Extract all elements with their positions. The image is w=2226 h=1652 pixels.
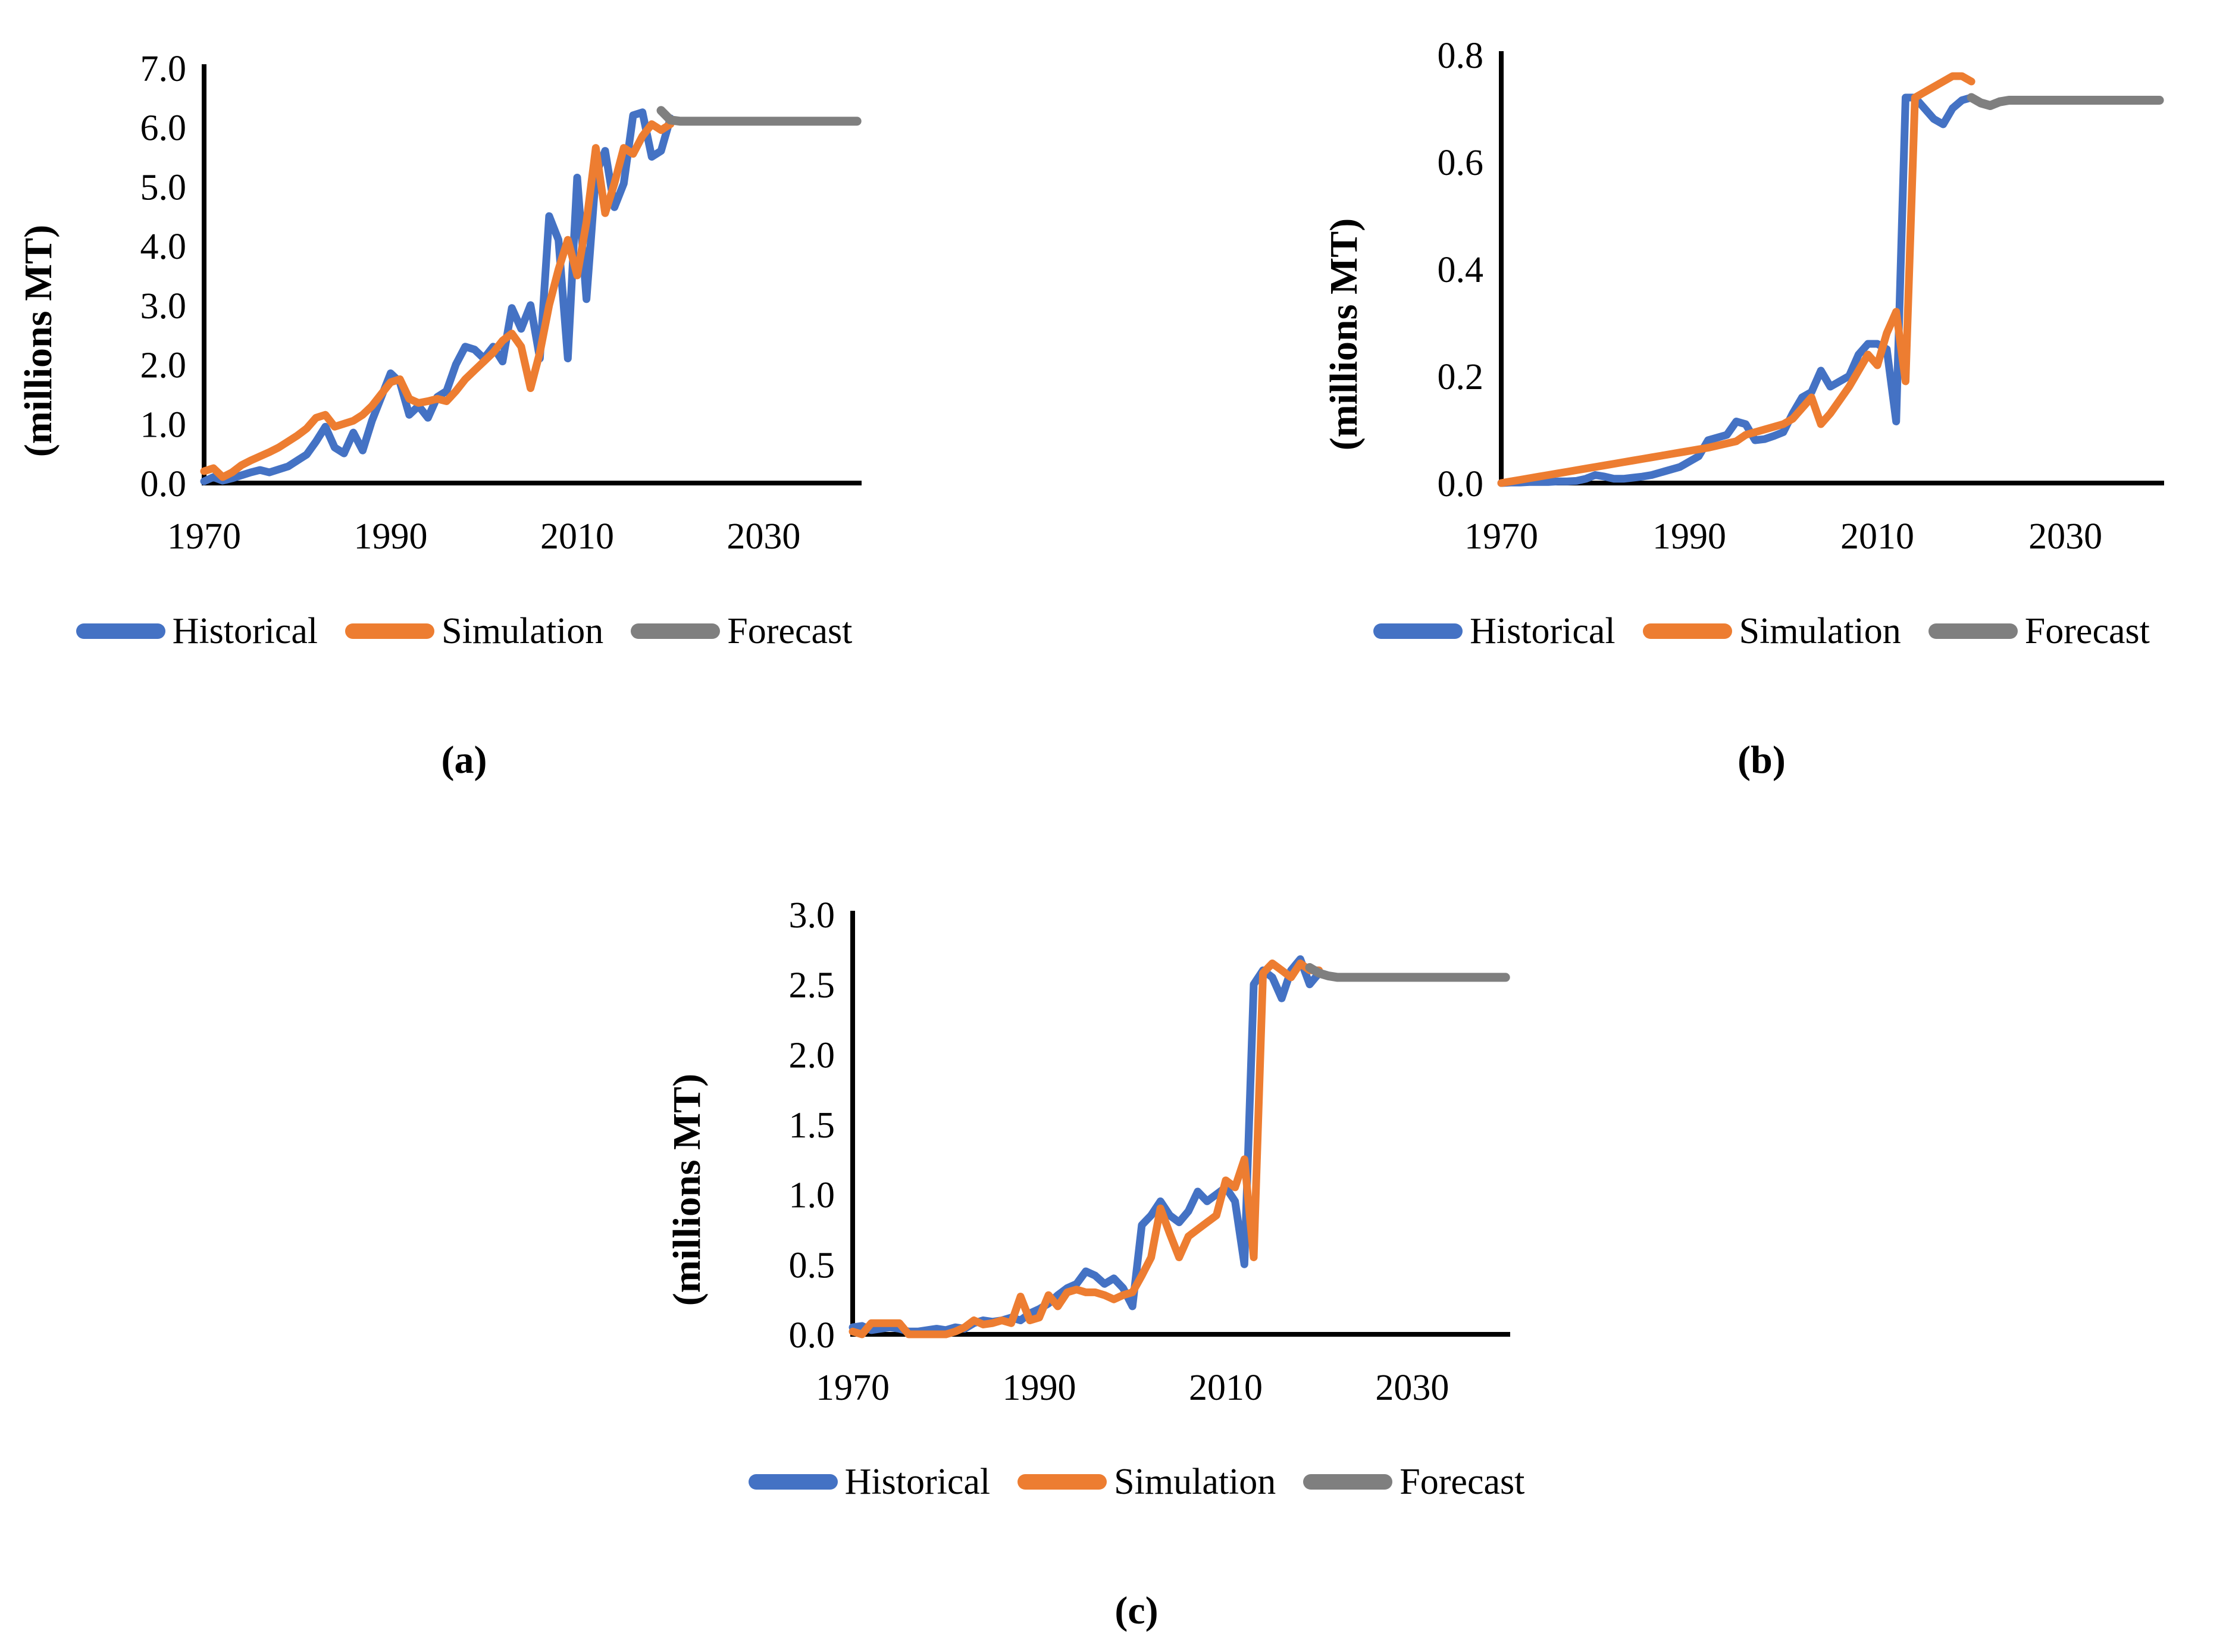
caption-b: (b)	[1737, 738, 1786, 782]
forecast-line-swatch	[631, 623, 721, 640]
legend-item-simulation: Simulation	[345, 611, 603, 651]
svg-text:0.0: 0.0	[789, 1315, 835, 1356]
svg-text:0.2: 0.2	[1438, 357, 1484, 397]
legend-item-forecast: Forecast	[1928, 611, 2150, 651]
legend-item-historical: Historical	[76, 611, 318, 651]
svg-text:0.4: 0.4	[1438, 250, 1484, 290]
legend-label-forecast: Forecast	[2024, 611, 2150, 651]
legend-item-historical: Historical	[1373, 611, 1616, 651]
forecast-line-swatch	[1928, 623, 2018, 640]
svg-text:0.6: 0.6	[1438, 143, 1484, 183]
svg-text:(millions MT): (millions MT)	[1322, 218, 1366, 451]
svg-text:2030: 2030	[2028, 516, 2102, 557]
svg-text:4.0: 4.0	[140, 227, 187, 267]
svg-text:2010: 2010	[1840, 516, 1914, 557]
svg-text:7.0: 7.0	[140, 49, 187, 89]
svg-text:5.0: 5.0	[140, 167, 187, 208]
svg-text:0.8: 0.8	[1438, 36, 1484, 76]
svg-text:(millions MT): (millions MT)	[17, 225, 60, 457]
svg-text:2.0: 2.0	[789, 1035, 835, 1076]
svg-text:2010: 2010	[1189, 1368, 1263, 1408]
chart-panel-b: 0.0 0.2 0.4 0.6 0.8 1970 1990 2010 2030 (millions…	[1297, 6, 2226, 783]
simulation-line-swatch	[1642, 623, 1732, 640]
plot-area-b: 0.0 0.2 0.4 0.6 0.8 1970 1990 2010 2030 (millions…	[1322, 36, 2164, 557]
historical-line-swatch	[76, 623, 165, 640]
svg-text:2.0: 2.0	[140, 346, 187, 386]
historical-line-swatch	[1373, 623, 1463, 640]
legend-label-forecast: Forecast	[727, 611, 853, 651]
svg-text:2010: 2010	[540, 516, 614, 557]
svg-text:1.5: 1.5	[789, 1105, 835, 1146]
svg-text:1970: 1970	[167, 516, 241, 557]
svg-text:3.0: 3.0	[140, 286, 187, 327]
legend-item-forecast: Forecast	[1303, 1462, 1524, 1502]
caption-c: (c)	[1114, 1589, 1159, 1633]
legend-item-forecast: Forecast	[631, 611, 852, 651]
svg-text:1990: 1990	[353, 516, 427, 557]
svg-text:0.0: 0.0	[1438, 464, 1484, 504]
legend-item-simulation: Simulation	[1017, 1462, 1276, 1502]
svg-text:1.0: 1.0	[140, 405, 187, 445]
svg-text:1.0: 1.0	[789, 1175, 835, 1216]
chart-panel-c: 0.0 0.5 1.0 1.5 2.0 2.5 3.0 1970 1990 2010 2030 (mi…	[643, 851, 1630, 1634]
legend-label-forecast: Forecast	[1400, 1462, 1525, 1502]
legend-label-simulation: Simulation	[1739, 611, 1901, 651]
svg-text:0.5: 0.5	[789, 1245, 835, 1286]
svg-text:1990: 1990	[1652, 516, 1726, 557]
legend-label-historical: Historical	[1470, 611, 1616, 651]
svg-text:2.5: 2.5	[789, 966, 835, 1006]
legend-b: Historical Simulation Forecast	[1373, 611, 2150, 651]
legend-item-simulation: Simulation	[1642, 611, 1901, 651]
plot-area-c: 0.0 0.5 1.0 1.5 2.0 2.5 3.0 1970 1990 2010 2030 (mi…	[665, 895, 1510, 1408]
svg-text:2030: 2030	[727, 516, 800, 557]
simulation-line-swatch	[1017, 1474, 1107, 1490]
svg-text:6.0: 6.0	[140, 108, 187, 149]
legend-label-historical: Historical	[172, 611, 318, 651]
legend-a: Historical Simulation Forecast	[76, 611, 852, 651]
simulation-line-swatch	[345, 623, 435, 640]
svg-text:(millions MT): (millions MT)	[665, 1074, 709, 1306]
legend-c: Historical Simulation Forecast	[748, 1462, 1524, 1502]
legend-item-historical: Historical	[748, 1462, 991, 1502]
legend-label-simulation: Simulation	[1114, 1462, 1276, 1502]
svg-text:0.0: 0.0	[140, 464, 187, 504]
legend-label-historical: Historical	[844, 1462, 991, 1502]
chart-panel-a: 0.0 1.0 2.0 3.0 4.0 5.0 6.0 7.0 1970 1990 2010 2030…	[0, 6, 928, 783]
caption-a: (a)	[441, 738, 487, 782]
legend-label-simulation: Simulation	[442, 611, 604, 651]
historical-line-swatch	[748, 1474, 838, 1490]
svg-text:2030: 2030	[1375, 1368, 1449, 1408]
svg-text:3.0: 3.0	[789, 895, 835, 936]
svg-text:1970: 1970	[816, 1368, 890, 1408]
plot-area-a: 0.0 1.0 2.0 3.0 4.0 5.0 6.0 7.0 1970 1990 2010 2030…	[17, 49, 862, 557]
forecast-line-swatch	[1303, 1474, 1393, 1490]
svg-text:1970: 1970	[1464, 516, 1538, 557]
svg-text:1990: 1990	[1002, 1368, 1076, 1408]
